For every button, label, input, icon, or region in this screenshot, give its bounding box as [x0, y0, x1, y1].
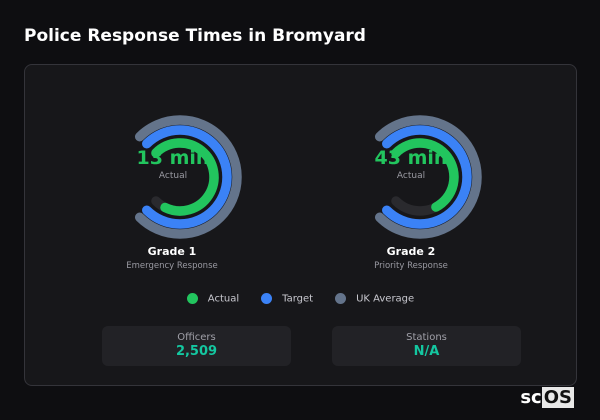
logo: sc OS — [520, 387, 574, 408]
grade1-desc: Emergency Response — [126, 261, 218, 271]
grade2-label: Grade 2 Priority Response — [331, 245, 491, 271]
legend-item-uk-average: UK Average — [335, 293, 414, 305]
bar-actual-grade2 — [391, 138, 459, 212]
bar-uk-average-grade2 — [374, 115, 482, 239]
chart-card: 13 min Actual 43 min Actual Grade 1 Emer… — [24, 64, 577, 386]
stat-value: N/A — [413, 344, 440, 359]
bar-target-grade1 — [142, 125, 232, 229]
grade1-name: Grade 1 — [147, 245, 197, 258]
grade2-name: Grade 2 — [386, 245, 436, 258]
legend-item-actual: Actual — [186, 293, 239, 305]
stat-label: Officers — [177, 332, 216, 343]
actual-dot-icon — [186, 293, 198, 304]
page-title: Police Response Times in Bromyard — [24, 26, 366, 46]
target-dot-icon — [261, 293, 273, 304]
legend: Actual Target UK Average — [25, 293, 576, 305]
grade2-center-label: Actual — [396, 171, 426, 181]
grade1-label: Grade 1 Emergency Response — [92, 245, 252, 271]
stat-officers: Officers 2,509 — [102, 326, 291, 366]
grade1-center: 13 min Actual — [113, 147, 233, 181]
stat-value: 2,509 — [175, 344, 218, 359]
bar-uk-average-grade1 — [134, 115, 242, 239]
grade1-center-label: Actual — [158, 171, 188, 181]
grade1-value: 13 min — [136, 147, 210, 169]
bar-actual-grade1 — [151, 138, 219, 216]
radial-charts — [134, 115, 482, 239]
stat-label: Stations — [406, 332, 447, 343]
stat-stations: Stations N/A — [332, 326, 521, 366]
uk-average-dot-icon — [335, 293, 347, 304]
bar-target-grade2 — [382, 125, 472, 229]
grade2-value: 43 min — [374, 147, 448, 169]
grade2-desc: Priority Response — [374, 261, 448, 271]
legend-item-target: Target — [261, 293, 313, 305]
grade2-center: 43 min Actual — [351, 147, 471, 181]
